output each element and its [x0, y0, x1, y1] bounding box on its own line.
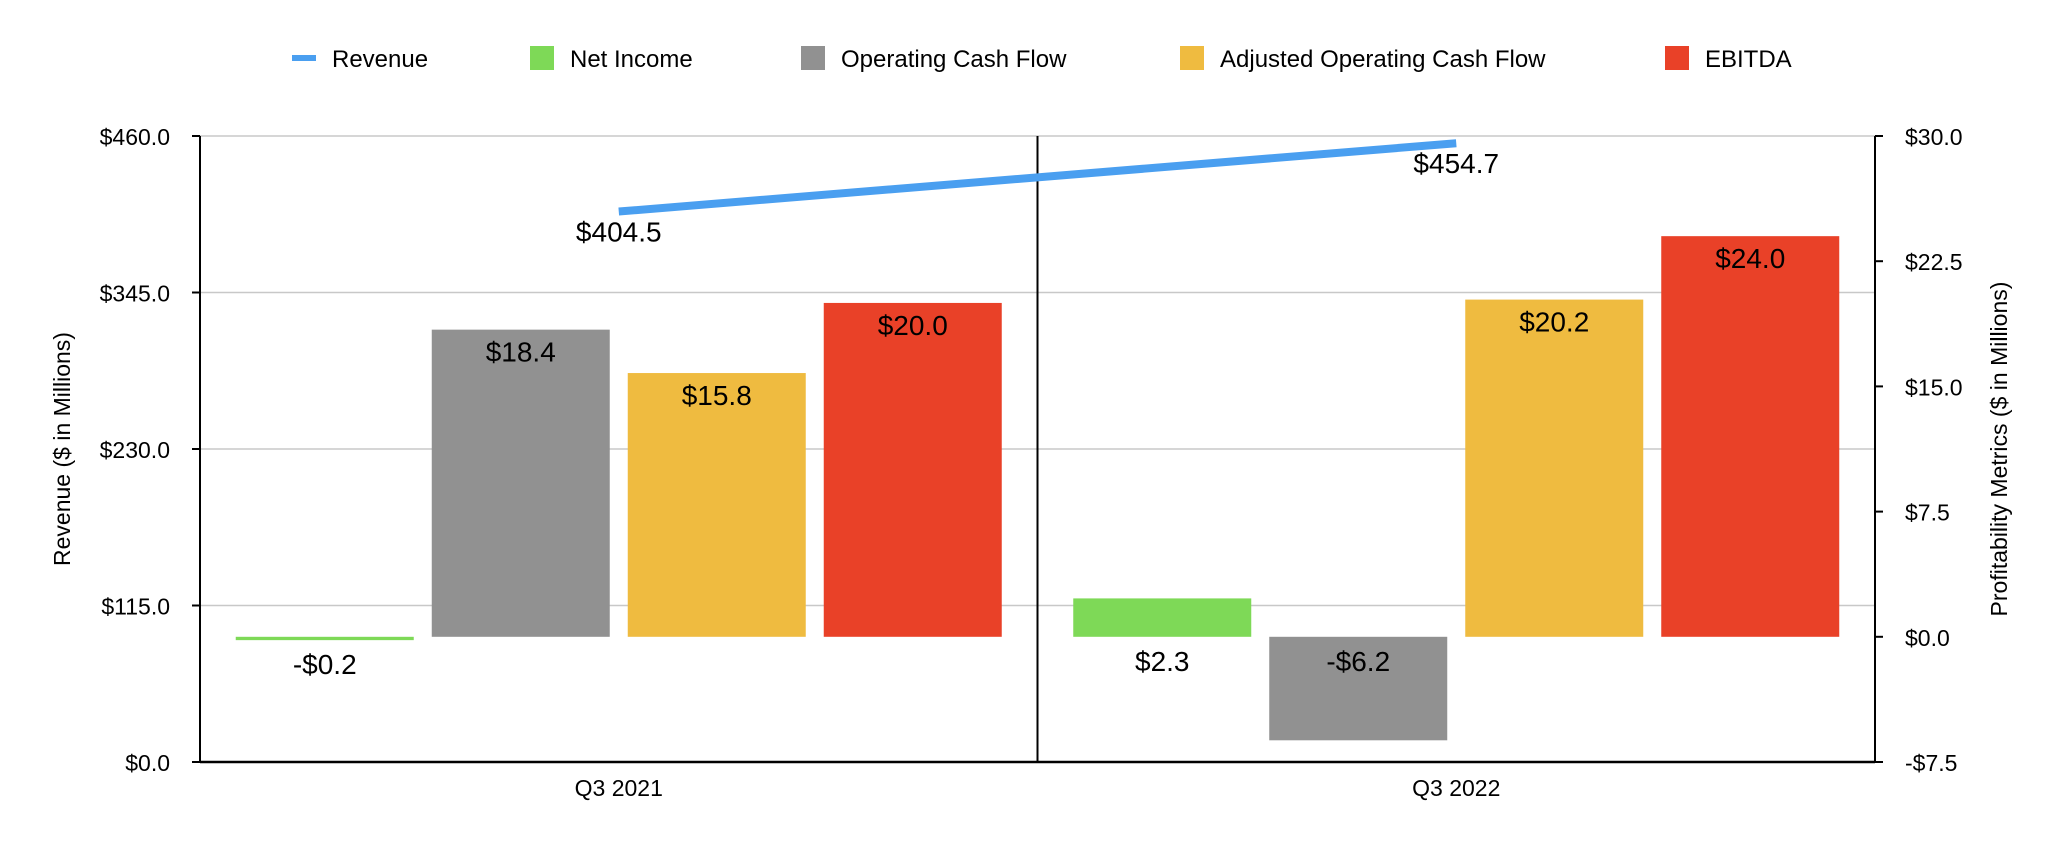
legend-marker: [1665, 46, 1689, 70]
bar: [627, 373, 806, 637]
right-tick-label: $22.5: [1905, 249, 1963, 275]
right-tick-label: $30.0: [1905, 124, 1963, 150]
right-tick-label: $15.0: [1905, 374, 1963, 400]
bar: [431, 329, 610, 637]
legend-label: Operating Cash Flow: [841, 46, 1067, 73]
bar-value-label: $2.3: [1135, 646, 1190, 677]
left-tick-label: $230.0: [100, 437, 170, 463]
x-tick-label: Q3 2021: [575, 775, 663, 801]
legend-marker: [530, 46, 554, 70]
right-tick-label: -$7.5: [1905, 750, 1957, 776]
bar: [823, 302, 1002, 637]
bar-value-label: -$0.2: [293, 649, 357, 680]
left-tick-label: $460.0: [100, 124, 170, 150]
right-tick-label: $7.5: [1905, 500, 1950, 526]
bar-value-label: $18.4: [486, 337, 556, 368]
bar-value-label: $20.2: [1519, 307, 1589, 338]
bar-value-label: -$6.2: [1326, 646, 1390, 677]
legend-marker: [292, 55, 316, 61]
x-tick-label: Q3 2022: [1412, 775, 1500, 801]
right-tick-label: $0.0: [1905, 625, 1950, 651]
bar-value-label: $15.8: [682, 380, 752, 411]
revenue-value-label: $454.7: [1413, 148, 1499, 179]
bar: [1269, 636, 1448, 741]
left-axis-label: Revenue ($ in Millions): [49, 332, 75, 566]
legend-label: Net Income: [570, 46, 693, 73]
bar: [1073, 598, 1252, 637]
legend-label: Revenue: [332, 46, 428, 73]
revenue-line: [618, 139, 1457, 216]
legend-label: Adjusted Operating Cash Flow: [1220, 46, 1546, 73]
legend-marker: [1180, 46, 1204, 70]
revenue-value-label: $404.5: [576, 217, 662, 248]
legend-label: EBITDA: [1705, 46, 1792, 73]
left-tick-label: $345.0: [100, 281, 170, 307]
left-tick-label: $0.0: [125, 750, 170, 776]
bar: [235, 636, 414, 641]
legend-marker: [801, 46, 825, 70]
bar-value-label: $20.0: [878, 310, 948, 341]
bar-value-label: $24.0: [1715, 243, 1785, 274]
right-axis-label: Profitability Metrics ($ in Millions): [1986, 282, 2012, 617]
bar: [1465, 299, 1644, 637]
left-tick-label: $115.0: [101, 594, 170, 620]
bar: [1661, 236, 1840, 637]
